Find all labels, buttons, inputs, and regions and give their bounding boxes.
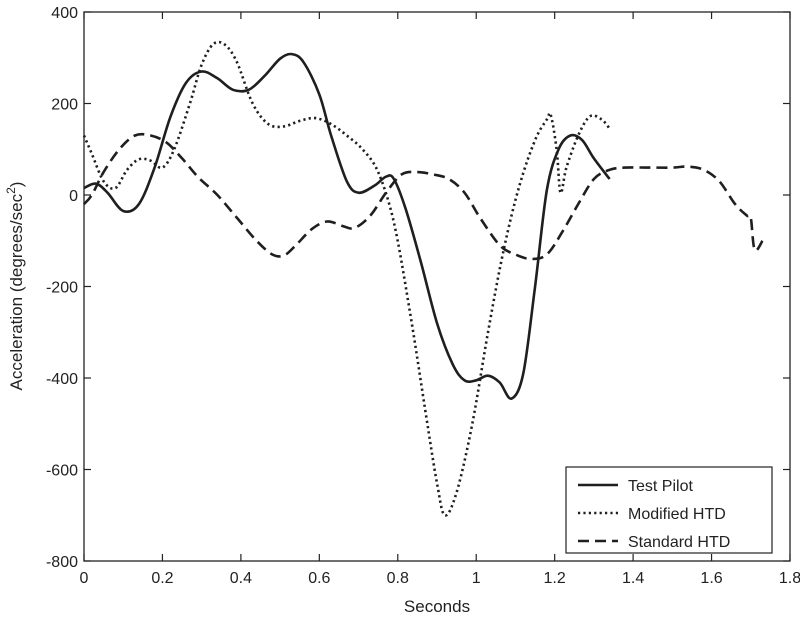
y-tick-label: 400 <box>51 5 78 22</box>
legend-label-standard-htd: Standard HTD <box>628 534 730 551</box>
y-axis-title: Acceleration (degrees/sec2) <box>4 182 26 391</box>
y-tick-label: -600 <box>46 463 78 480</box>
y-tick-label: 0 <box>69 188 78 205</box>
x-tick-label: 1.2 <box>544 570 566 587</box>
x-tick-label: 0.4 <box>230 570 252 587</box>
y-tick-label: -200 <box>46 280 78 297</box>
x-tick-label: 0.2 <box>151 570 173 587</box>
legend-box <box>565 466 773 554</box>
x-tick-label: 1.6 <box>700 570 722 587</box>
legend-label-test-pilot: Test Pilot <box>628 478 693 495</box>
x-tick-label: 1 <box>472 570 481 587</box>
series-line-test-pilot <box>83 52 611 400</box>
series-layer <box>82 40 764 517</box>
y-axis-title-main: Acceleration (degrees/sec <box>7 193 26 390</box>
y-axis-title-close: ) <box>7 182 26 188</box>
x-axis: 0 0.2 0.4 0.6 0.8 1 1.2 1.4 1.6 1.8 <box>80 12 800 587</box>
x-tick-label: 1.8 <box>779 570 800 587</box>
x-axis-title: Seconds <box>404 597 470 616</box>
y-axis-title-superscript: 2 <box>4 187 18 194</box>
x-tick-label: 0.8 <box>387 570 409 587</box>
y-tick-label: 200 <box>51 97 78 114</box>
x-tick-label: 1.4 <box>622 570 644 587</box>
legend: Test Pilot Modified HTD Standard HTD <box>565 466 773 554</box>
x-tick-label: 0 <box>80 570 89 587</box>
series-line-modified-htd <box>82 40 611 517</box>
y-tick-label: -800 <box>46 554 78 571</box>
legend-label-modified-htd: Modified HTD <box>628 506 726 523</box>
series-line-standard-htd <box>83 132 764 261</box>
y-axis: 400 200 0 -200 -400 -600 -800 <box>46 5 790 571</box>
y-tick-label: -400 <box>46 371 78 388</box>
x-tick-label: 0.6 <box>308 570 330 587</box>
